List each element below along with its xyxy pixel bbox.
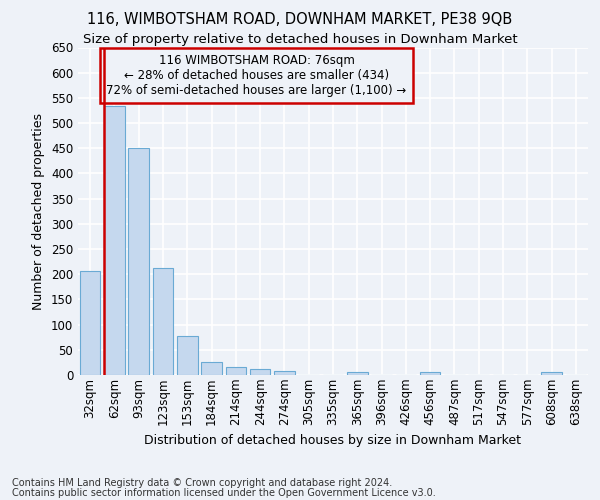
Bar — [201, 362, 222, 375]
Text: 116 WIMBOTSHAM ROAD: 76sqm
← 28% of detached houses are smaller (434)
72% of sem: 116 WIMBOTSHAM ROAD: 76sqm ← 28% of deta… — [106, 54, 407, 97]
Text: Contains HM Land Registry data © Crown copyright and database right 2024.: Contains HM Land Registry data © Crown c… — [12, 478, 392, 488]
Bar — [104, 106, 125, 375]
Bar — [80, 270, 100, 375]
Bar — [274, 371, 295, 375]
Bar — [250, 370, 271, 375]
X-axis label: Distribution of detached houses by size in Downham Market: Distribution of detached houses by size … — [145, 434, 521, 446]
Y-axis label: Number of detached properties: Number of detached properties — [32, 113, 46, 310]
Bar — [152, 268, 173, 375]
Bar — [226, 368, 246, 375]
Bar — [541, 372, 562, 375]
Bar — [177, 336, 197, 375]
Bar — [347, 372, 368, 375]
Text: Size of property relative to detached houses in Downham Market: Size of property relative to detached ho… — [83, 32, 517, 46]
Bar — [420, 372, 440, 375]
Bar — [128, 148, 149, 375]
Text: 116, WIMBOTSHAM ROAD, DOWNHAM MARKET, PE38 9QB: 116, WIMBOTSHAM ROAD, DOWNHAM MARKET, PE… — [88, 12, 512, 28]
Text: Contains public sector information licensed under the Open Government Licence v3: Contains public sector information licen… — [12, 488, 436, 498]
